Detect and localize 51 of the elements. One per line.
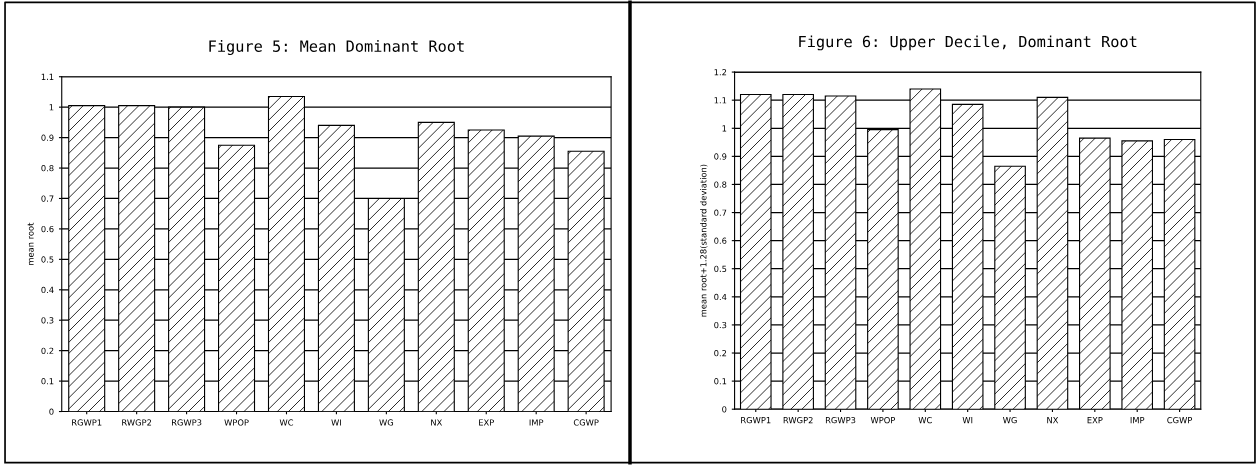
x-tick-label: EXP bbox=[1087, 417, 1103, 424]
x-tick-label: WG bbox=[379, 419, 394, 426]
y-tick-label: 0.6 bbox=[714, 237, 727, 244]
y-tick-label: 0.9 bbox=[41, 134, 54, 141]
y-tick-label: 0.1 bbox=[41, 378, 54, 385]
x-tick-label: RGWP1 bbox=[741, 416, 771, 424]
y-tick-label: 0.1 bbox=[714, 378, 727, 385]
x-tick-label: NX bbox=[1047, 417, 1059, 424]
x-tick-label: WI bbox=[962, 417, 973, 424]
x-tick-label: CGWP bbox=[1167, 416, 1193, 424]
x-tick-label: RWGP2 bbox=[783, 416, 813, 424]
y-tick-label: 0.8 bbox=[714, 181, 727, 188]
x-tick-label: WI bbox=[331, 419, 341, 426]
x-tick-label: WC bbox=[279, 419, 294, 426]
x-tick-label: RGWP3 bbox=[172, 419, 202, 426]
y-tick-label: 0 bbox=[49, 408, 54, 415]
y-axis-title: mean root+1.28(standard deviation) bbox=[700, 164, 708, 317]
y-tick-label: 0.6 bbox=[41, 225, 54, 233]
x-tick-label: WG bbox=[1002, 416, 1017, 424]
x-tick-label: RGWP1 bbox=[72, 419, 102, 426]
y-tick-label: 0.2 bbox=[41, 347, 54, 354]
y-tick-label: 0.4 bbox=[714, 293, 727, 301]
chart-title: Figure 6: Upper Decile, Dominant Root bbox=[799, 35, 1137, 51]
y-tick-label: 1.2 bbox=[714, 69, 727, 76]
x-tick-label: IMP bbox=[1130, 417, 1145, 424]
chart-title: Figure 5: Mean Dominant Root bbox=[209, 40, 464, 56]
y-tick-label: 0.3 bbox=[41, 317, 54, 324]
x-tick-label: RWGP2 bbox=[122, 419, 152, 426]
y-tick-label: 0.3 bbox=[714, 321, 727, 329]
y-tick-label: 0 bbox=[722, 406, 727, 413]
x-tick-label: RGWP3 bbox=[825, 416, 856, 424]
x-tick-label: CGWP bbox=[573, 419, 599, 426]
y-axis-title: mean root bbox=[27, 222, 34, 265]
x-tick-label: WPOP bbox=[870, 416, 896, 424]
x-tick-label: EXP bbox=[479, 419, 494, 426]
y-tick-label: 1 bbox=[49, 104, 54, 111]
x-tick-label: IMP bbox=[529, 419, 544, 426]
y-tick-label: 0.5 bbox=[41, 256, 54, 263]
x-tick-label: NX bbox=[431, 419, 443, 426]
y-tick-label: 0.5 bbox=[714, 265, 727, 273]
y-tick-label: 1 bbox=[722, 125, 727, 132]
y-tick-label: 0.8 bbox=[41, 165, 54, 172]
y-tick-label: 0.7 bbox=[714, 209, 727, 216]
x-tick-label: WC bbox=[918, 416, 932, 424]
y-tick-label: 0.7 bbox=[41, 195, 54, 202]
y-tick-label: 1.1 bbox=[714, 97, 727, 104]
y-tick-label: 0.9 bbox=[714, 153, 727, 160]
y-tick-label: 1.1 bbox=[41, 73, 54, 80]
y-tick-label: 0.4 bbox=[41, 286, 54, 294]
y-tick-label: 0.2 bbox=[714, 349, 727, 357]
x-tick-label: WPOP bbox=[224, 419, 249, 426]
